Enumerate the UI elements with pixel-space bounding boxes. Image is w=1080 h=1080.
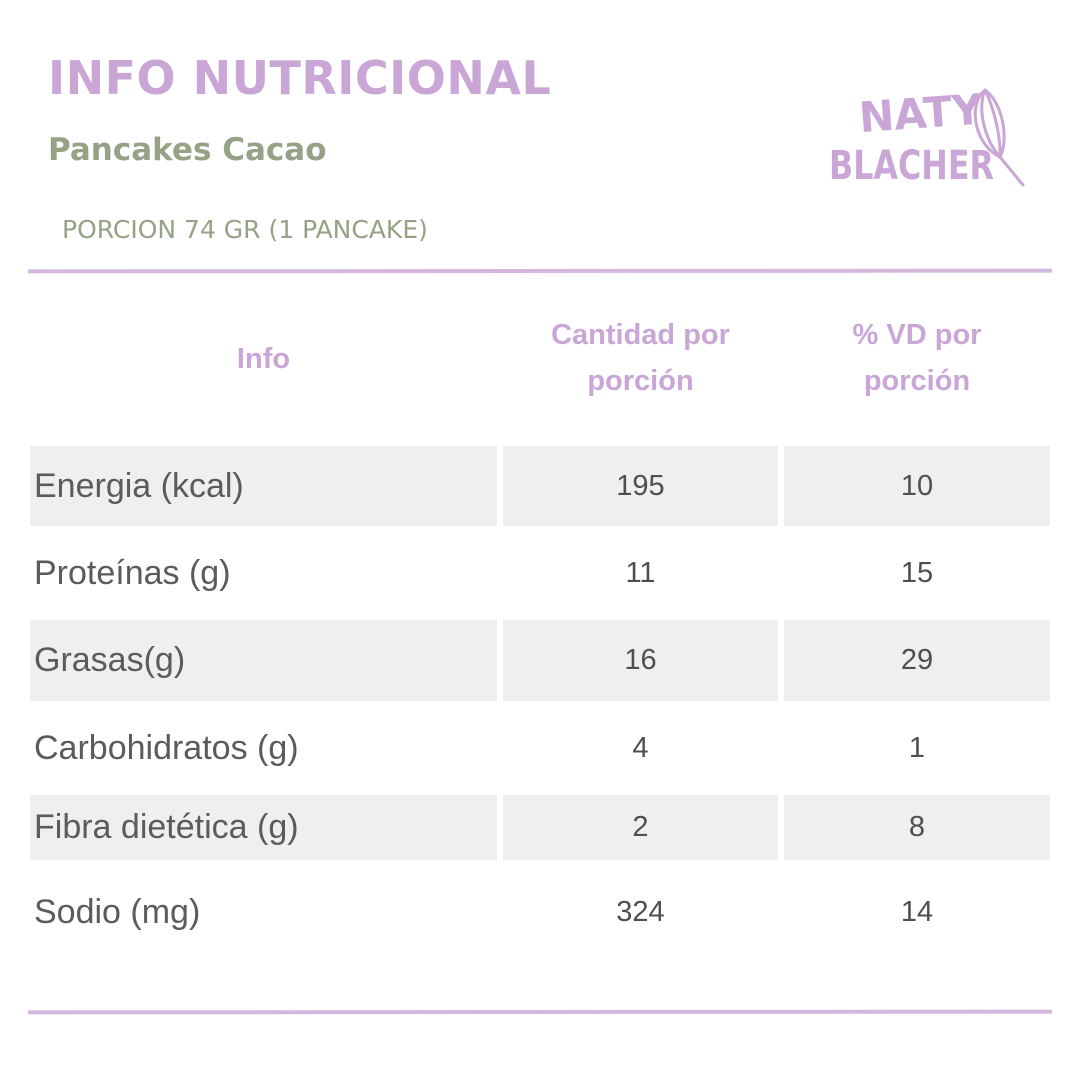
nutrient-quantity: 4 [632, 731, 649, 764]
column-header-daily-value-line1: % VD por [852, 319, 982, 351]
page-title: INFO NUTRICIONAL [48, 51, 552, 105]
nutrient-label: Fibra dietética (g) [30, 795, 497, 860]
nutrient-daily-value: 10 [784, 446, 1050, 526]
product-name: Pancakes Cacao [48, 132, 327, 168]
table-row: Grasas(g) 16 29 [30, 620, 1050, 701]
nutrient-daily-value: 29 [784, 620, 1050, 701]
brand-logo: NATY BLACHER [829, 85, 1025, 189]
portion-size: PORCION 74 GR (1 PANCAKE) [62, 215, 428, 244]
table-row: Sodio (mg) 324 14 [30, 872, 1050, 952]
bottom-divider [27, 1009, 1053, 1015]
table-row: Carbohidratos (g) 4 1 [30, 708, 1050, 788]
column-header-quantity-line1: Cantidad por [551, 319, 730, 351]
column-header-quantity-line2: porción [587, 365, 694, 397]
nutrient-daily-value: 1 [908, 731, 926, 764]
top-divider [27, 268, 1053, 274]
table-row: Fibra dietética (g) 2 8 [30, 795, 1050, 860]
nutrient-daily-value: 8 [784, 795, 1050, 860]
nutrient-quantity: 16 [503, 620, 778, 701]
nutrient-label: Energia (kcal) [30, 446, 497, 526]
column-header-daily-value: % VD por porción [784, 312, 1050, 404]
column-header-quantity: Cantidad por porción [503, 312, 778, 404]
table-row: Proteínas (g) 11 15 [30, 533, 1050, 613]
logo-text-naty: NATY [857, 85, 984, 142]
nutrient-daily-value: 14 [900, 895, 934, 928]
nutrient-quantity: 195 [503, 446, 778, 526]
nutrient-quantity: 324 [616, 895, 665, 928]
whisk-icon [973, 88, 1025, 187]
column-header-daily-value-line2: porción [863, 365, 971, 397]
nutrient-daily-value: 15 [900, 556, 934, 589]
nutrient-label: Grasas(g) [30, 620, 497, 701]
column-header-info: Info [30, 336, 497, 382]
logo-text-blacher: BLACHER [829, 143, 994, 189]
column-header-info-label: Info [236, 343, 291, 375]
nutrient-label: Sodio (mg) [34, 892, 201, 931]
nutrient-quantity: 11 [625, 556, 656, 589]
nutrient-label: Proteínas (g) [34, 553, 231, 592]
nutrient-quantity: 2 [503, 795, 778, 860]
table-row: Energia (kcal) 195 10 [30, 446, 1050, 526]
nutrient-label: Carbohidratos (g) [34, 728, 299, 767]
